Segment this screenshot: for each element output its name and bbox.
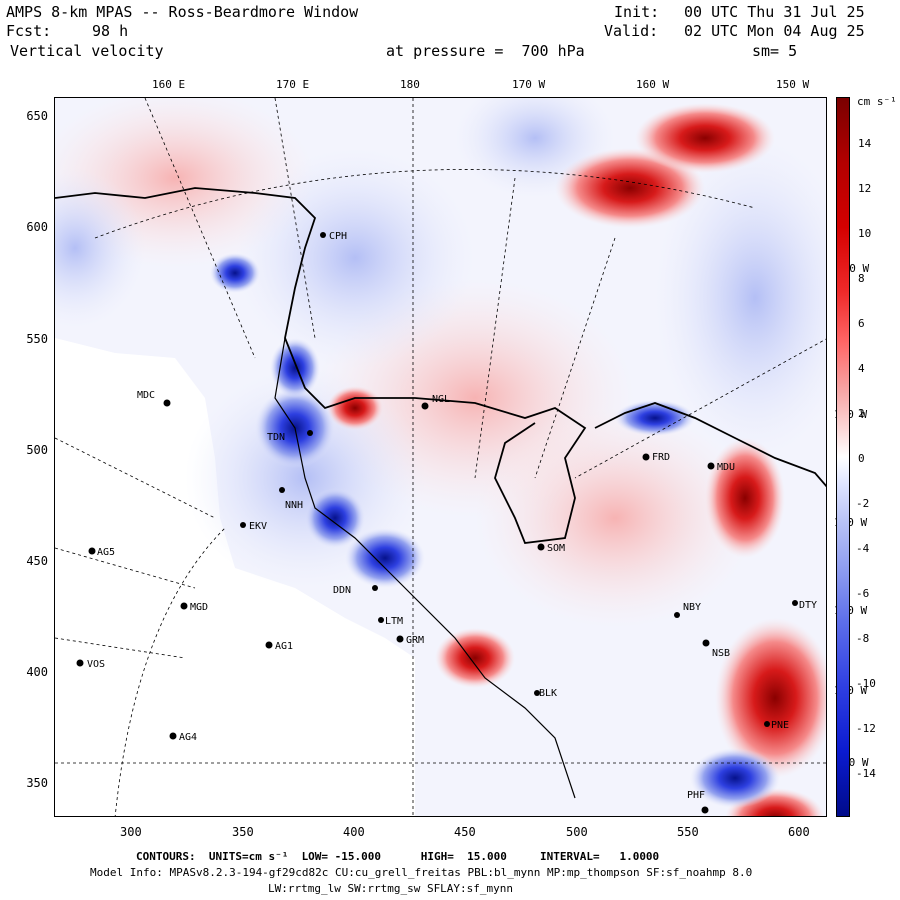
colorbar-label: 0: [858, 452, 865, 465]
y-tick: 400: [26, 665, 48, 679]
svg-text:BLK: BLK: [539, 688, 557, 699]
y-tick: 600: [26, 220, 48, 234]
y-tick: 550: [26, 332, 48, 346]
svg-text:CPH: CPH: [329, 231, 347, 242]
lon-tick: 170 E: [276, 78, 310, 91]
colorbar-unit: cm s⁻¹: [857, 95, 897, 108]
svg-text:VOS: VOS: [87, 659, 105, 670]
x-tick: 350: [232, 825, 254, 839]
station-cph[interactable]: CPH: [320, 231, 347, 242]
forecast-label: Fcst:: [6, 22, 52, 40]
station-nnh[interactable]: NNH: [279, 487, 303, 511]
station-ag4[interactable]: AG4: [169, 732, 198, 743]
x-tick: 600: [788, 825, 810, 839]
station-grm[interactable]: GRM: [396, 635, 425, 646]
colorbar-label: -8: [856, 632, 870, 645]
lon-tick: 150 W: [776, 78, 810, 91]
colorbar-label: -4: [856, 542, 870, 555]
svg-text:NGL: NGL: [432, 394, 450, 405]
smoothing: sm= 5: [752, 42, 798, 60]
lon-tick: 170 W: [512, 78, 546, 91]
station-phf[interactable]: PHF: [687, 790, 709, 814]
colorbar-label: 2: [858, 407, 865, 420]
station-ag5[interactable]: AG5: [88, 547, 116, 558]
forecast-hour: 98 h: [92, 22, 129, 40]
station-ngl[interactable]: NGL: [421, 394, 451, 410]
station-ag1[interactable]: AG1: [265, 641, 294, 652]
lon-tick: 160 E: [152, 78, 186, 91]
colorbar-label: 10: [858, 227, 872, 240]
svg-text:NBY: NBY: [683, 602, 701, 613]
station-som[interactable]: SOM: [537, 543, 566, 554]
y-tick: 500: [26, 443, 48, 457]
station-layer: CPH MDC NGL TDN FRD MDU AG5 SOM DDN AG1 …: [76, 231, 817, 814]
station-mgd[interactable]: MGD: [180, 602, 209, 613]
station-mdu[interactable]: MDU: [707, 462, 736, 473]
colorbar: [836, 97, 850, 817]
colorbar-label: 6: [858, 317, 865, 330]
y-tick: 350: [26, 776, 48, 790]
x-tick: 550: [677, 825, 699, 839]
y-tick: 650: [26, 109, 48, 123]
svg-text:MGD: MGD: [190, 602, 208, 613]
svg-text:PNE: PNE: [771, 720, 789, 731]
x-tick: 450: [454, 825, 476, 839]
station-ekv[interactable]: EKV: [240, 521, 267, 532]
valid-time: 02 UTC Mon 04 Aug 25: [684, 22, 865, 40]
station-mdc[interactable]: MDC: [137, 390, 171, 407]
svg-text:DTY: DTY: [799, 600, 817, 611]
x-tick: 500: [566, 825, 588, 839]
lon-tick: 180: [400, 78, 420, 91]
colorbar-label: -10: [856, 677, 876, 690]
colorbar-label: -6: [856, 587, 870, 600]
station-tdn[interactable]: TDN: [267, 430, 313, 443]
field-name: Vertical velocity: [10, 42, 164, 60]
init-label: Init:: [614, 3, 660, 21]
station-pne[interactable]: PNE: [764, 720, 789, 731]
pressure-level: at pressure = 700 hPa: [386, 42, 585, 60]
station-dty[interactable]: DTY: [792, 600, 817, 611]
station-nsb[interactable]: NSB: [702, 639, 731, 660]
y-tick: 450: [26, 554, 48, 568]
colorbar-label: -14: [856, 767, 876, 780]
init-time: 00 UTC Thu 31 Jul 25: [684, 3, 865, 21]
svg-text:GRM: GRM: [406, 635, 424, 646]
svg-text:PHF: PHF: [687, 790, 705, 801]
station-frd[interactable]: FRD: [642, 452, 671, 463]
physics-info: LW:rrtmg_lw SW:rrtmg_sw SFLAY:sf_mynn: [268, 882, 514, 895]
map-plot[interactable]: CPH MDC NGL TDN FRD MDU AG5 SOM DDN AG1 …: [54, 97, 827, 817]
svg-text:AG1: AG1: [275, 641, 293, 652]
svg-text:LTM: LTM: [385, 616, 403, 627]
station-ddn[interactable]: DDN: [333, 585, 378, 596]
station-blk[interactable]: BLK: [534, 688, 557, 699]
svg-text:MDU: MDU: [717, 462, 735, 473]
station-ltm[interactable]: LTM: [378, 616, 403, 627]
station-vos[interactable]: VOS: [76, 659, 106, 670]
map-field: [55, 98, 826, 816]
colorbar-label: 8: [858, 272, 865, 285]
svg-text:NNH: NNH: [285, 500, 303, 511]
station-nby[interactable]: NBY: [674, 602, 701, 618]
svg-text:NSB: NSB: [712, 648, 730, 659]
svg-text:EKV: EKV: [249, 521, 267, 532]
colorbar-label: -2: [856, 497, 870, 510]
model-info: Model Info: MPASv8.2.3-194-gf29cd82c CU:…: [90, 866, 753, 879]
colorbar-label: 14: [858, 137, 872, 150]
valid-label: Valid:: [604, 22, 659, 40]
svg-text:DDN: DDN: [333, 585, 351, 596]
colorbar-label: 4: [858, 362, 865, 375]
x-tick: 400: [343, 825, 365, 839]
svg-text:SOM: SOM: [547, 543, 565, 554]
colorbar-label: 12: [858, 182, 872, 195]
lon-tick: 160 W: [636, 78, 670, 91]
svg-text:FRD: FRD: [652, 452, 670, 463]
svg-text:AG4: AG4: [179, 732, 197, 743]
contours-info: CONTOURS: UNITS=cm s⁻¹ LOW= -15.000 HIGH…: [136, 850, 660, 863]
x-tick: 300: [120, 825, 142, 839]
svg-text:TDN: TDN: [267, 432, 285, 443]
svg-text:AG5: AG5: [97, 547, 115, 558]
colorbar-label: -12: [856, 722, 876, 735]
map-title: AMPS 8-km MPAS -- Ross-Beardmore Window: [6, 3, 359, 21]
svg-text:MDC: MDC: [137, 390, 155, 401]
